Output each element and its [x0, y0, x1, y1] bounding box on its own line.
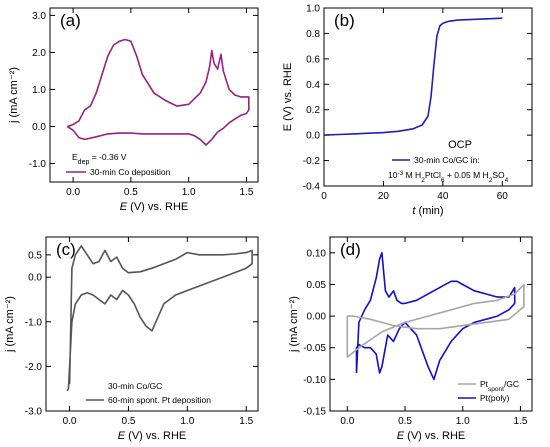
y-tick-label: 0.0	[32, 122, 46, 133]
y-tick-label: 2.0	[32, 48, 46, 59]
panel-2: 0 20 40 60 -0.4 -0.2 0.0 0.2 0.4 0.6 0.8 1.0 (b) t (m…	[282, 4, 533, 217]
x-tick-label: 1.0	[456, 416, 470, 427]
x-axis-unit: (V) vs. RHE	[127, 201, 188, 213]
annotation-subscript: dep	[78, 159, 90, 166]
y-tick-label: 0.2	[306, 105, 320, 116]
y-tick-label: 1.0	[32, 85, 46, 96]
legend-label: 30-min Co deposition	[90, 167, 171, 177]
y-tick-label: -0.10	[303, 375, 326, 386]
x-axis-symbol: E	[118, 430, 126, 442]
x-axis-unit: (V) vs. RHE	[404, 430, 465, 442]
y-tick-label: 0.8	[306, 29, 320, 40]
legend-solution-script: 2	[489, 177, 493, 184]
y-tick-label: 3.0	[32, 11, 46, 22]
x-axis-label: E (V) vs. RHE	[120, 201, 188, 213]
y-tick-label: 0.05	[307, 280, 327, 291]
x-tick-label: 0.0	[63, 416, 77, 427]
y-tick-label: 0.0	[28, 273, 42, 284]
panel-letter: (c)	[56, 240, 76, 259]
legend-solution-script: 4	[505, 177, 509, 184]
legend-solution-text: 10	[388, 170, 398, 180]
plot-frame	[323, 7, 533, 187]
x-axis-symbol: t	[412, 205, 416, 217]
x-tick-label: 1.5	[514, 416, 528, 427]
x-tick-label: 0.0	[340, 416, 354, 427]
x-tick-label: 60	[497, 191, 509, 202]
y-tick-label: -1.0	[25, 317, 43, 328]
x-tick-label: 1.5	[239, 187, 253, 198]
legend-solution-script: -3	[397, 170, 403, 177]
panel-4: 0.0 0.5 1.0 1.5 -0.15 -0.10 -0.05 0.00 0.05 0.10 (…	[288, 236, 533, 442]
y-tick-label: 0.00	[307, 312, 327, 323]
y-tick-label: 0.0	[306, 131, 320, 142]
panel-letter: (b)	[334, 11, 355, 30]
y-tick-label: -0.15	[303, 407, 326, 418]
series-line-1	[66, 38, 250, 146]
legend-solution-text: M H	[403, 170, 421, 180]
legend-label: 60-min spont. Pt deposition	[108, 395, 211, 405]
panel-3: 0.0 0.5 1.0 1.5 -3.0 -2.0 -1.0 0.0 0.5 (c) E (V) v…	[4, 236, 259, 442]
x-tick-label: 0.5	[124, 187, 138, 198]
x-axis-symbol: E	[397, 430, 405, 442]
x-tick-label: 0	[321, 191, 327, 202]
y-tick-label: -0.4	[303, 182, 321, 193]
legend-solution-script: 6	[441, 177, 445, 184]
annotation-symbol: E	[72, 152, 78, 162]
legend-title: 30-min Co/GC	[108, 381, 162, 391]
legend-solution-text: + 0.05 M H	[445, 170, 489, 180]
panel-letter: (a)	[60, 11, 81, 30]
panel-1: 0.0 0.5 1.0 1.5 -1.0 0.0 1.0 2.0 3.0 (a) E (V) vs.…	[8, 7, 259, 213]
x-tick-label: 1.0	[182, 187, 196, 198]
legend-solution-text: SO	[492, 170, 505, 180]
y-tick-label: -3.0	[25, 407, 43, 418]
legend-solution-script: 2	[421, 177, 425, 184]
ocp-annotation: OCP	[448, 139, 472, 151]
legend-label: 30-min Co/GC in:	[414, 155, 480, 165]
y-tick-label: 0.6	[306, 54, 320, 65]
plot-frame	[49, 7, 259, 183]
x-axis-label: t (min)	[412, 205, 443, 217]
x-tick-label: 1.5	[239, 416, 253, 427]
plot-frame	[45, 236, 259, 412]
y-tick-label: -2.0	[25, 362, 43, 373]
legend-suffix: /GC	[504, 379, 519, 389]
y-axis-label: E (V) vs. RHE	[282, 63, 294, 131]
x-axis-symbol: E	[120, 201, 128, 213]
y-axis-label: j (mA cm⁻²)	[8, 67, 20, 124]
y-axis-label: j (mA cm⁻²)	[288, 296, 300, 353]
x-tick-label: 40	[437, 191, 449, 202]
plot-frame	[329, 236, 533, 412]
x-tick-label: 1.0	[180, 416, 194, 427]
series-line-1	[323, 17, 503, 136]
y-tick-label: -0.2	[303, 156, 321, 167]
legend-solution: 10-3 M H2PtCl6 + 0.05 M H2SO4	[388, 170, 509, 184]
annotation-value: = -0.36 V	[89, 152, 126, 162]
legend-solution-text: PtCl	[425, 170, 441, 180]
y-tick-label: 0.4	[306, 80, 320, 91]
series-line-1	[355, 252, 516, 381]
series-line-1	[66, 245, 253, 392]
y-tick-label: 1.0	[306, 4, 320, 15]
legend-subscript: spont	[488, 386, 504, 393]
legend-label-gray: Ptspont/GC	[480, 379, 519, 393]
x-axis-unit: (min)	[415, 205, 443, 217]
y-tick-label: -1.0	[29, 159, 47, 170]
series-line-2	[346, 283, 525, 358]
x-tick-label: 20	[378, 191, 390, 202]
x-axis-label: E (V) vs. RHE	[118, 430, 186, 442]
x-tick-label: 0.5	[121, 416, 135, 427]
legend-pt: Pt	[480, 379, 489, 389]
panel-letter: (d)	[340, 240, 361, 259]
x-axis-unit: (V) vs. RHE	[125, 430, 186, 442]
x-tick-label: 0.5	[398, 416, 412, 427]
x-axis-label: E (V) vs. RHE	[397, 430, 465, 442]
y-tick-label: -0.05	[303, 343, 326, 354]
y-axis-label: j (mA cm⁻²)	[4, 296, 16, 353]
legend-label-blue: Pt(poly)	[480, 393, 509, 403]
deposition-potential-annotation: Edep = -0.36 V	[72, 152, 127, 166]
y-tick-label: 0.10	[307, 248, 327, 259]
y-tick-label: 0.5	[28, 250, 42, 261]
x-tick-label: 0.0	[66, 187, 80, 198]
